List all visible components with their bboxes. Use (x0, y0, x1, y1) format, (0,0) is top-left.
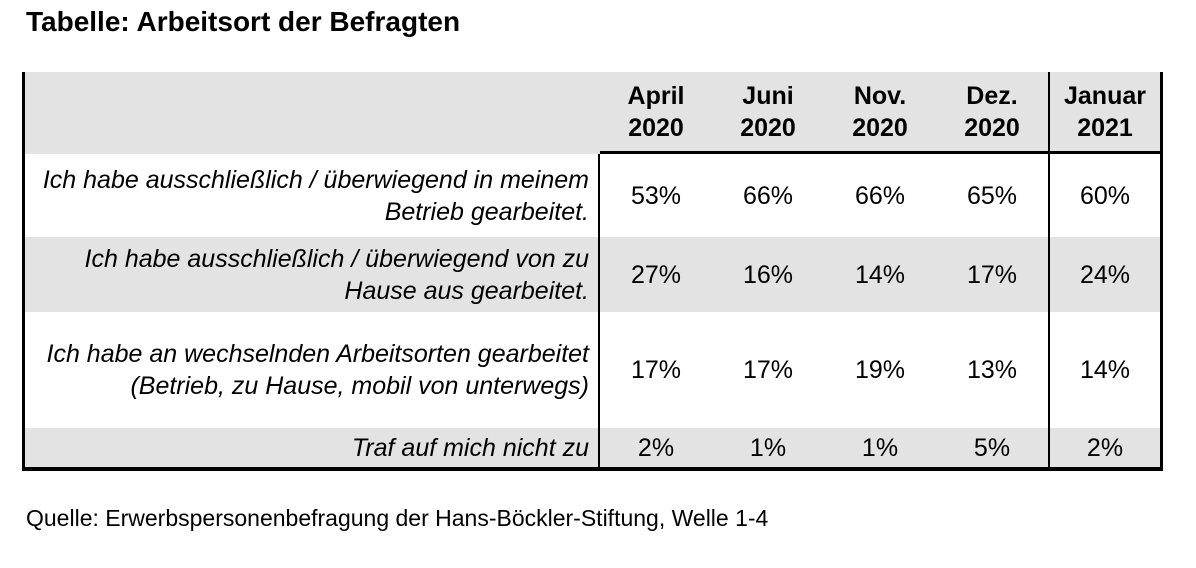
value-cell: 14% (1048, 312, 1160, 428)
row-label-traf-nicht-zu: Traf auf mich nicht zu (25, 428, 600, 467)
header-col-juni-2020: Juni 2020 (712, 72, 824, 154)
value-cell: 53% (630, 181, 682, 210)
value-cell: 14% (824, 237, 936, 312)
row-label-zu-hause: Ich habe ausschließlich / überwiegend vo… (25, 237, 600, 312)
header-col-april-2020: April 2020 (600, 72, 712, 154)
value-cell: 16% (712, 237, 824, 312)
header-line: 2021 (1077, 113, 1133, 142)
value-cell: 66% (742, 181, 794, 210)
header-col-dez-2020: Dez. 2020 (936, 72, 1048, 154)
page-title: Tabelle: Arbeitsort der Befragten (26, 6, 461, 37)
value-cell: 2% (1048, 428, 1160, 467)
value-cell: 17% (936, 237, 1048, 312)
value-cell: 1% (824, 428, 936, 467)
header-line: April (627, 81, 685, 110)
header-line: Juni (742, 81, 794, 110)
header-line: 2020 (740, 113, 796, 142)
value-cell: 60% (1048, 154, 1160, 237)
value-cell: 5% (936, 428, 1048, 467)
header-col-nov-2020: Nov. 2020 (824, 72, 936, 154)
header-corner-cell (25, 72, 600, 154)
header-line: 2020 (852, 113, 908, 142)
header-line: Januar (1064, 81, 1146, 110)
source-line: Quelle: Erwerbspersonenbefragung der Han… (26, 505, 769, 531)
value-cell: 65% (966, 181, 1018, 210)
value-cell: 24% (1048, 237, 1160, 312)
row-label-betrieb: Ich habe ausschließlich / überwiegend in… (25, 154, 600, 237)
value-cell: 17% (630, 356, 682, 384)
value-cell: 19% (854, 356, 906, 384)
value-cell: 27% (600, 237, 712, 312)
header-line: Dez. (966, 81, 1018, 110)
row-label-wechselnd: Ich habe an wechselnden Arbeitsorten gea… (25, 312, 600, 428)
value-cell: 13% (966, 356, 1018, 384)
value-cell: 2% (600, 428, 712, 467)
header-line: 2020 (628, 113, 684, 142)
value-cell: 17% (742, 356, 794, 384)
header-line: Nov. (853, 81, 907, 110)
header-col-januar-2021: Januar 2021 (1048, 72, 1160, 154)
data-table: April 2020 Juni 2020 Nov. 2020 Dez. 2020… (22, 72, 1163, 471)
value-cell: 66% (854, 181, 906, 210)
value-cell: 1% (712, 428, 824, 467)
header-line: 2020 (964, 113, 1020, 142)
